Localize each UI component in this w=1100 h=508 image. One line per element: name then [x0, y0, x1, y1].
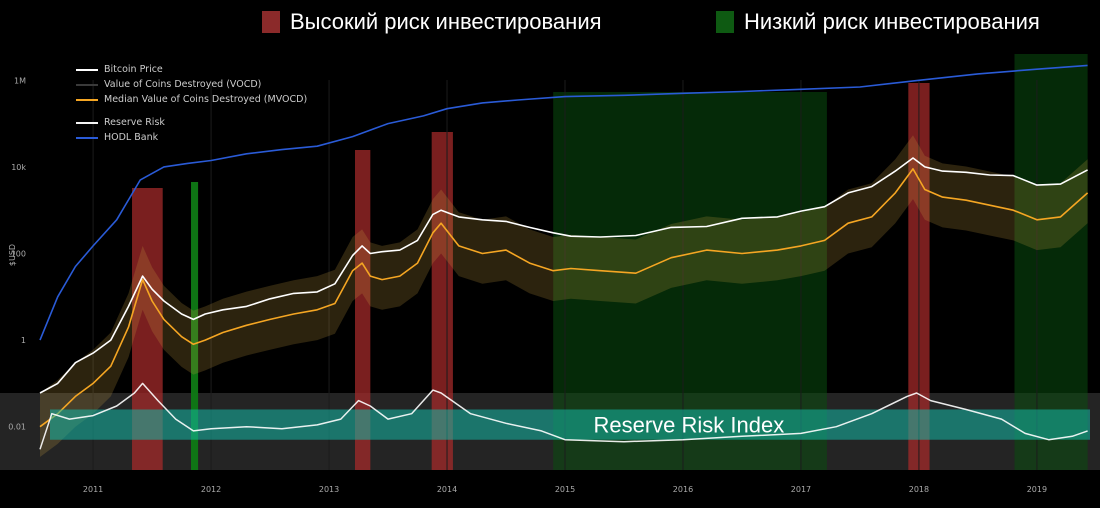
legend-item-reserve-risk: Reserve Risk [76, 115, 307, 130]
x-tick-label: 2016 [673, 485, 693, 494]
x-tick-label: 2012 [201, 485, 221, 494]
legend-line-reserve-risk [76, 121, 98, 124]
legend-label-vocd: Value of Coins Destroyed (VOCD) [104, 79, 262, 90]
y-tick-label: 100 [11, 249, 26, 258]
low-risk-legend: Низкий риск инвестирования [716, 8, 1040, 36]
legend-line-hodl-bank [76, 136, 98, 139]
x-tick-label: 2013 [319, 485, 339, 494]
y-axis-label: $USD [8, 244, 17, 266]
high-risk-legend: Высокий риск инвестирования [262, 8, 602, 36]
legend-item-bitcoin-price: Bitcoin Price [76, 62, 307, 77]
x-tick-label: 2019 [1027, 485, 1047, 494]
legend-label-mvocd: Median Value of Coins Destroyed (MVOCD) [104, 94, 308, 105]
y-tick-label: 0.01 [8, 423, 26, 432]
legend-line-bitcoin-price [76, 68, 98, 71]
series-bitcoin-price-line [39, 157, 1088, 394]
low-risk-label: Низкий риск инвестирования [744, 9, 1040, 34]
low-risk-zone [1014, 54, 1088, 470]
legend-item-vocd: Value of Coins Destroyed (VOCD) [76, 77, 307, 92]
high-risk-label: Высокий риск инвестирования [290, 9, 602, 34]
legend-label-hodl-bank: HODL Bank [104, 132, 159, 143]
series-legend: Bitcoin Price Value of Coins Destroyed (… [76, 62, 307, 145]
y-tick-label: 10k [11, 163, 26, 172]
series-mvocd-line [39, 168, 1089, 428]
legend-label-reserve-risk: Reserve Risk [104, 117, 165, 128]
low-risk-swatch [716, 11, 734, 33]
high-risk-zone [431, 132, 453, 470]
high-risk-zone [355, 150, 371, 470]
high-risk-swatch [262, 11, 280, 33]
vocd-band [40, 135, 1088, 457]
x-tick-label: 2014 [437, 485, 457, 494]
legend-item-hodl-bank: HODL Bank [76, 130, 307, 145]
series-hodl-bank-line [39, 64, 1088, 341]
y-tick-label: 1 [21, 336, 26, 345]
x-tick-label: 2017 [791, 485, 811, 494]
legend-item-mvocd: Median Value of Coins Destroyed (MVOCD) [76, 92, 307, 107]
legend-line-vocd [76, 83, 98, 86]
x-tick-label: 2011 [83, 485, 103, 494]
legend-label-bitcoin-price: Bitcoin Price [104, 64, 163, 75]
low-risk-zone [553, 92, 827, 470]
x-tick-label: 2018 [909, 485, 929, 494]
legend-line-mvocd [76, 98, 98, 101]
series-reserve-risk-line [39, 382, 1088, 450]
low-risk-zone [191, 182, 199, 470]
y-tick-label: 1M [14, 76, 26, 85]
x-tick-label: 2015 [555, 485, 575, 494]
reserve-risk-index-label: Reserve Risk Index [594, 413, 785, 438]
reserve-risk-index-band [50, 409, 1090, 440]
